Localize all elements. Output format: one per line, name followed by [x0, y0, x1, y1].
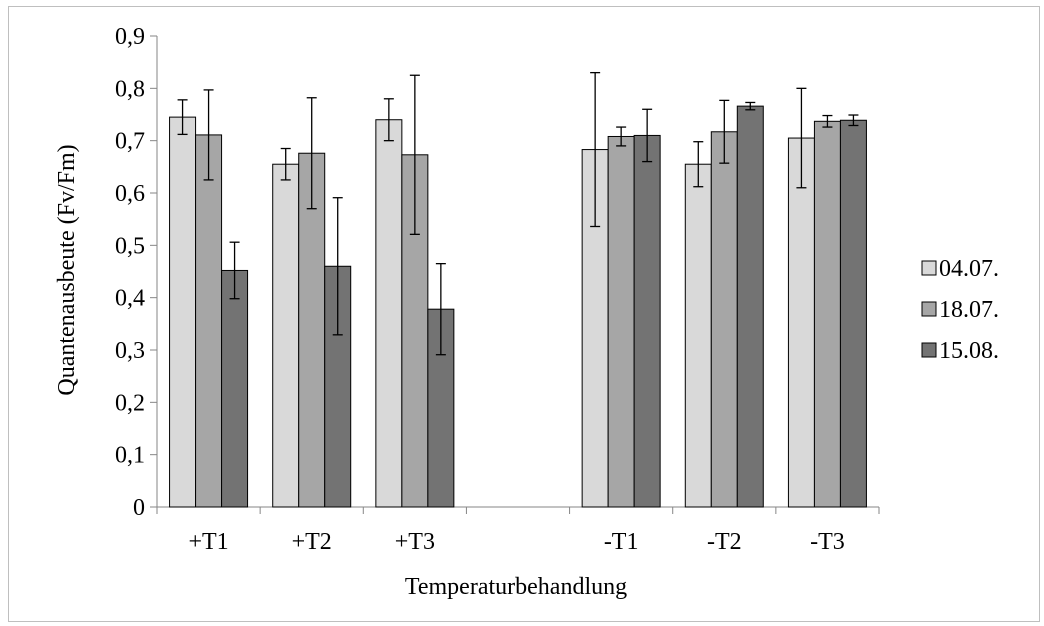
legend-swatch [921, 342, 937, 358]
bar [169, 116, 197, 508]
bar [375, 119, 403, 508]
y-tick-label: 0,7 [115, 129, 145, 155]
plot-area: 0 0,1 0,2 0,3 0,4 0,5 0,6 0,7 0,8 0,9 +T1 +T2 +T3 -T1… [115, 24, 880, 555]
y-tick-label: 0,8 [115, 76, 145, 102]
y-tick-label: 0,2 [115, 390, 145, 416]
legend-swatch [921, 301, 937, 317]
y-tick-label: 0,9 [115, 24, 145, 50]
legend: 04.07. 18.07. 15.08. [921, 256, 999, 364]
y-tick-label: 0,1 [115, 443, 145, 469]
x-tick-label: +T1 [188, 529, 228, 555]
bar [607, 135, 635, 508]
legend-label: 18.07. [939, 297, 999, 323]
bar [839, 119, 867, 508]
y-tick-label: 0 [133, 495, 145, 521]
bar [272, 163, 300, 508]
x-tick-label: -T2 [707, 529, 742, 555]
bar [710, 131, 738, 508]
y-tick-label: 0,6 [115, 181, 145, 207]
bar [813, 120, 841, 508]
bar [787, 137, 815, 508]
y-tick-label: 0,4 [115, 286, 145, 312]
x-tick-label: -T1 [604, 529, 639, 555]
y-axis-title: Quantenausbeute (Fv/Fm) [54, 144, 80, 395]
x-axis-title: Temperaturbehandlung [405, 574, 627, 600]
legend-label: 04.07. [939, 256, 999, 282]
x-tick-label: +T2 [292, 529, 332, 555]
y-tick-label: 0,5 [115, 233, 145, 259]
bar [221, 269, 249, 508]
bar [736, 105, 764, 508]
bar [684, 163, 712, 508]
bar [298, 152, 326, 508]
bar [195, 134, 223, 508]
y-tick-label: 0,3 [115, 338, 145, 364]
x-tick-label: +T3 [395, 529, 435, 555]
legend-label: 15.08. [939, 338, 999, 364]
bar [633, 134, 661, 508]
legend-swatch [921, 260, 937, 276]
x-tick-label: -T3 [810, 529, 845, 555]
